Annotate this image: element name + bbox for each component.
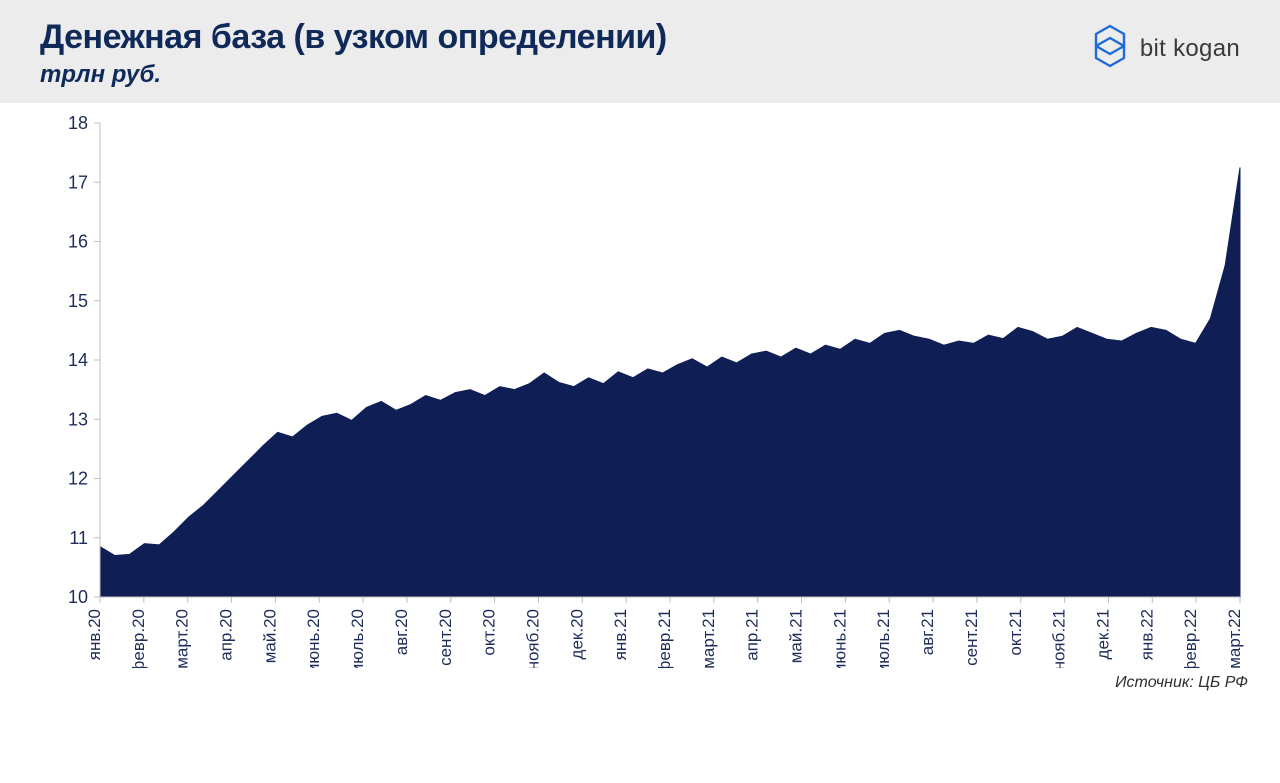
x-tick-label: июль.21 <box>874 609 893 668</box>
x-tick-label: авг.20 <box>392 609 411 655</box>
x-tick-label: авг.21 <box>918 609 937 655</box>
y-tick-label: 15 <box>68 291 88 311</box>
x-tick-label: янв.22 <box>1137 609 1156 660</box>
y-tick-label: 16 <box>68 232 88 252</box>
x-tick-label: март.21 <box>699 609 718 668</box>
x-tick-label: июнь.20 <box>304 609 323 668</box>
x-tick-label: нояб.20 <box>523 609 542 668</box>
x-tick-label: янв.21 <box>611 609 630 660</box>
y-tick-label: 18 <box>68 113 88 133</box>
x-tick-label: янв.20 <box>85 609 104 660</box>
x-tick-label: окт.20 <box>480 609 499 656</box>
x-tick-label: дек.20 <box>567 609 586 659</box>
x-tick-label: февр.21 <box>655 609 674 668</box>
y-tick-label: 11 <box>69 528 88 548</box>
y-tick-label: 13 <box>68 409 88 429</box>
brand: bit kogan <box>1090 24 1240 73</box>
area-series <box>100 167 1240 597</box>
y-tick-label: 10 <box>68 587 88 607</box>
y-tick-label: 17 <box>68 172 88 192</box>
x-tick-label: апр.21 <box>743 609 762 661</box>
header: Денежная база (в узком определении) трлн… <box>0 0 1280 103</box>
x-tick-label: февр.22 <box>1181 609 1200 668</box>
title-block: Денежная база (в узком определении) трлн… <box>40 18 667 89</box>
chart-container: 10 11 12 13 14 15 16 17 18 янв.20 февр.20 март.20 ап… <box>40 113 1252 668</box>
area-chart: 10 11 12 13 14 15 16 17 18 янв.20 февр.20 март.20 ап… <box>40 113 1248 668</box>
x-tick-label: июнь.21 <box>830 609 849 668</box>
x-tick-label: нояб.21 <box>1050 609 1069 668</box>
y-tick-label: 12 <box>68 469 88 489</box>
brand-text: bit kogan <box>1140 35 1240 63</box>
chart-title: Денежная база (в узком определении) <box>40 18 667 57</box>
x-tick-label: апр.20 <box>217 609 236 661</box>
x-tick-label: дек.21 <box>1093 609 1112 659</box>
x-tick-label: июль.20 <box>348 609 367 668</box>
y-tick-label: 14 <box>68 350 88 370</box>
x-tick-label: март.20 <box>173 609 192 668</box>
x-tick-label: сент.20 <box>436 609 455 666</box>
chart-subtitle: трлн руб. <box>40 61 667 89</box>
x-tick-label: март.22 <box>1225 609 1244 668</box>
x-tick-label: февр.20 <box>129 609 148 668</box>
source-label: Источник: ЦБ РФ <box>0 668 1280 692</box>
x-tick-label: сент.21 <box>962 609 981 666</box>
brand-logo-icon <box>1090 24 1130 73</box>
x-tick-label: окт.21 <box>1006 609 1025 656</box>
x-tick-label: май.21 <box>787 609 806 663</box>
x-tick-label: май.20 <box>260 609 279 663</box>
